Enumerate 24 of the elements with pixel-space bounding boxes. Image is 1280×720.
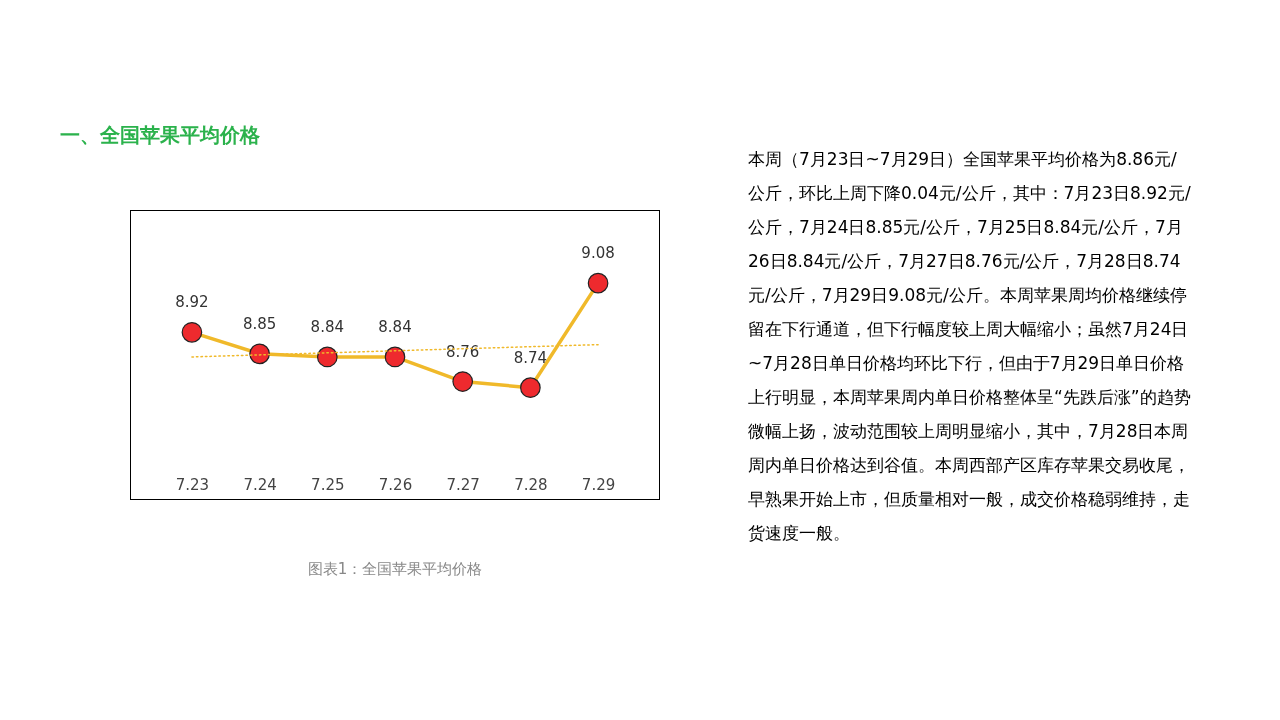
point [520, 377, 541, 399]
x-tick-label: 7.28 [514, 475, 548, 494]
x-tick-label: 7.26 [378, 475, 413, 494]
data-label: 8.74 [513, 348, 548, 367]
data-label: 8.85 [242, 314, 277, 333]
text: 本周（7月23日~7月29日）全国苹果平均价格为8.86元/公斤，环比上周下降0.04元/公斤，其中：7月23日8.92元/公斤，7月24日8.85元/公斤，7月25日8.84元/公斤，7月26日8.84元/公斤，7月27日8.76元/公斤，7月28日8.74元/公斤，7月29日9.08元/公斤。本周苹果周均价格继续停留在下行通道，但下行幅度较上周大幅缩小；虽然7月24日~7月28日单日价格均环比下行，但由于7月29日单日价格上行明显，本周苹果周内单日价格整体呈“先跌后涨”的趋势微幅上扬，波动范围较上周明显缩小，其中，7月28日本周周内单日价格达到谷值。本周西部产区库存苹果交易收尾，早熟果开始上市，但质量相对一般，成交价格稳弱维持，走货速度一般。 [748, 149, 1191, 543]
point [452, 371, 474, 392]
data-label: 8.84 [378, 317, 412, 336]
data-label: 8.92 [175, 293, 209, 312]
point [384, 346, 406, 368]
point [249, 343, 270, 365]
chart-title: 一、全国苹果平均价格 [60, 122, 260, 149]
point [181, 322, 203, 343]
x-tick-label: 7.27 [446, 475, 480, 494]
x-tick-label: 7.25 [311, 475, 345, 494]
point [587, 272, 609, 294]
point [316, 346, 338, 368]
x-tick-label: 7.29 [581, 475, 616, 494]
x-tick-label: 7.23 [175, 475, 210, 494]
data-label: 8.76 [445, 342, 480, 361]
text: 图表1：全国苹果平均价格 [306, 560, 484, 579]
data-label: 9.08 [581, 244, 615, 263]
x-tick-label: 7.24 [243, 475, 277, 494]
data-label: 8.84 [310, 317, 345, 336]
